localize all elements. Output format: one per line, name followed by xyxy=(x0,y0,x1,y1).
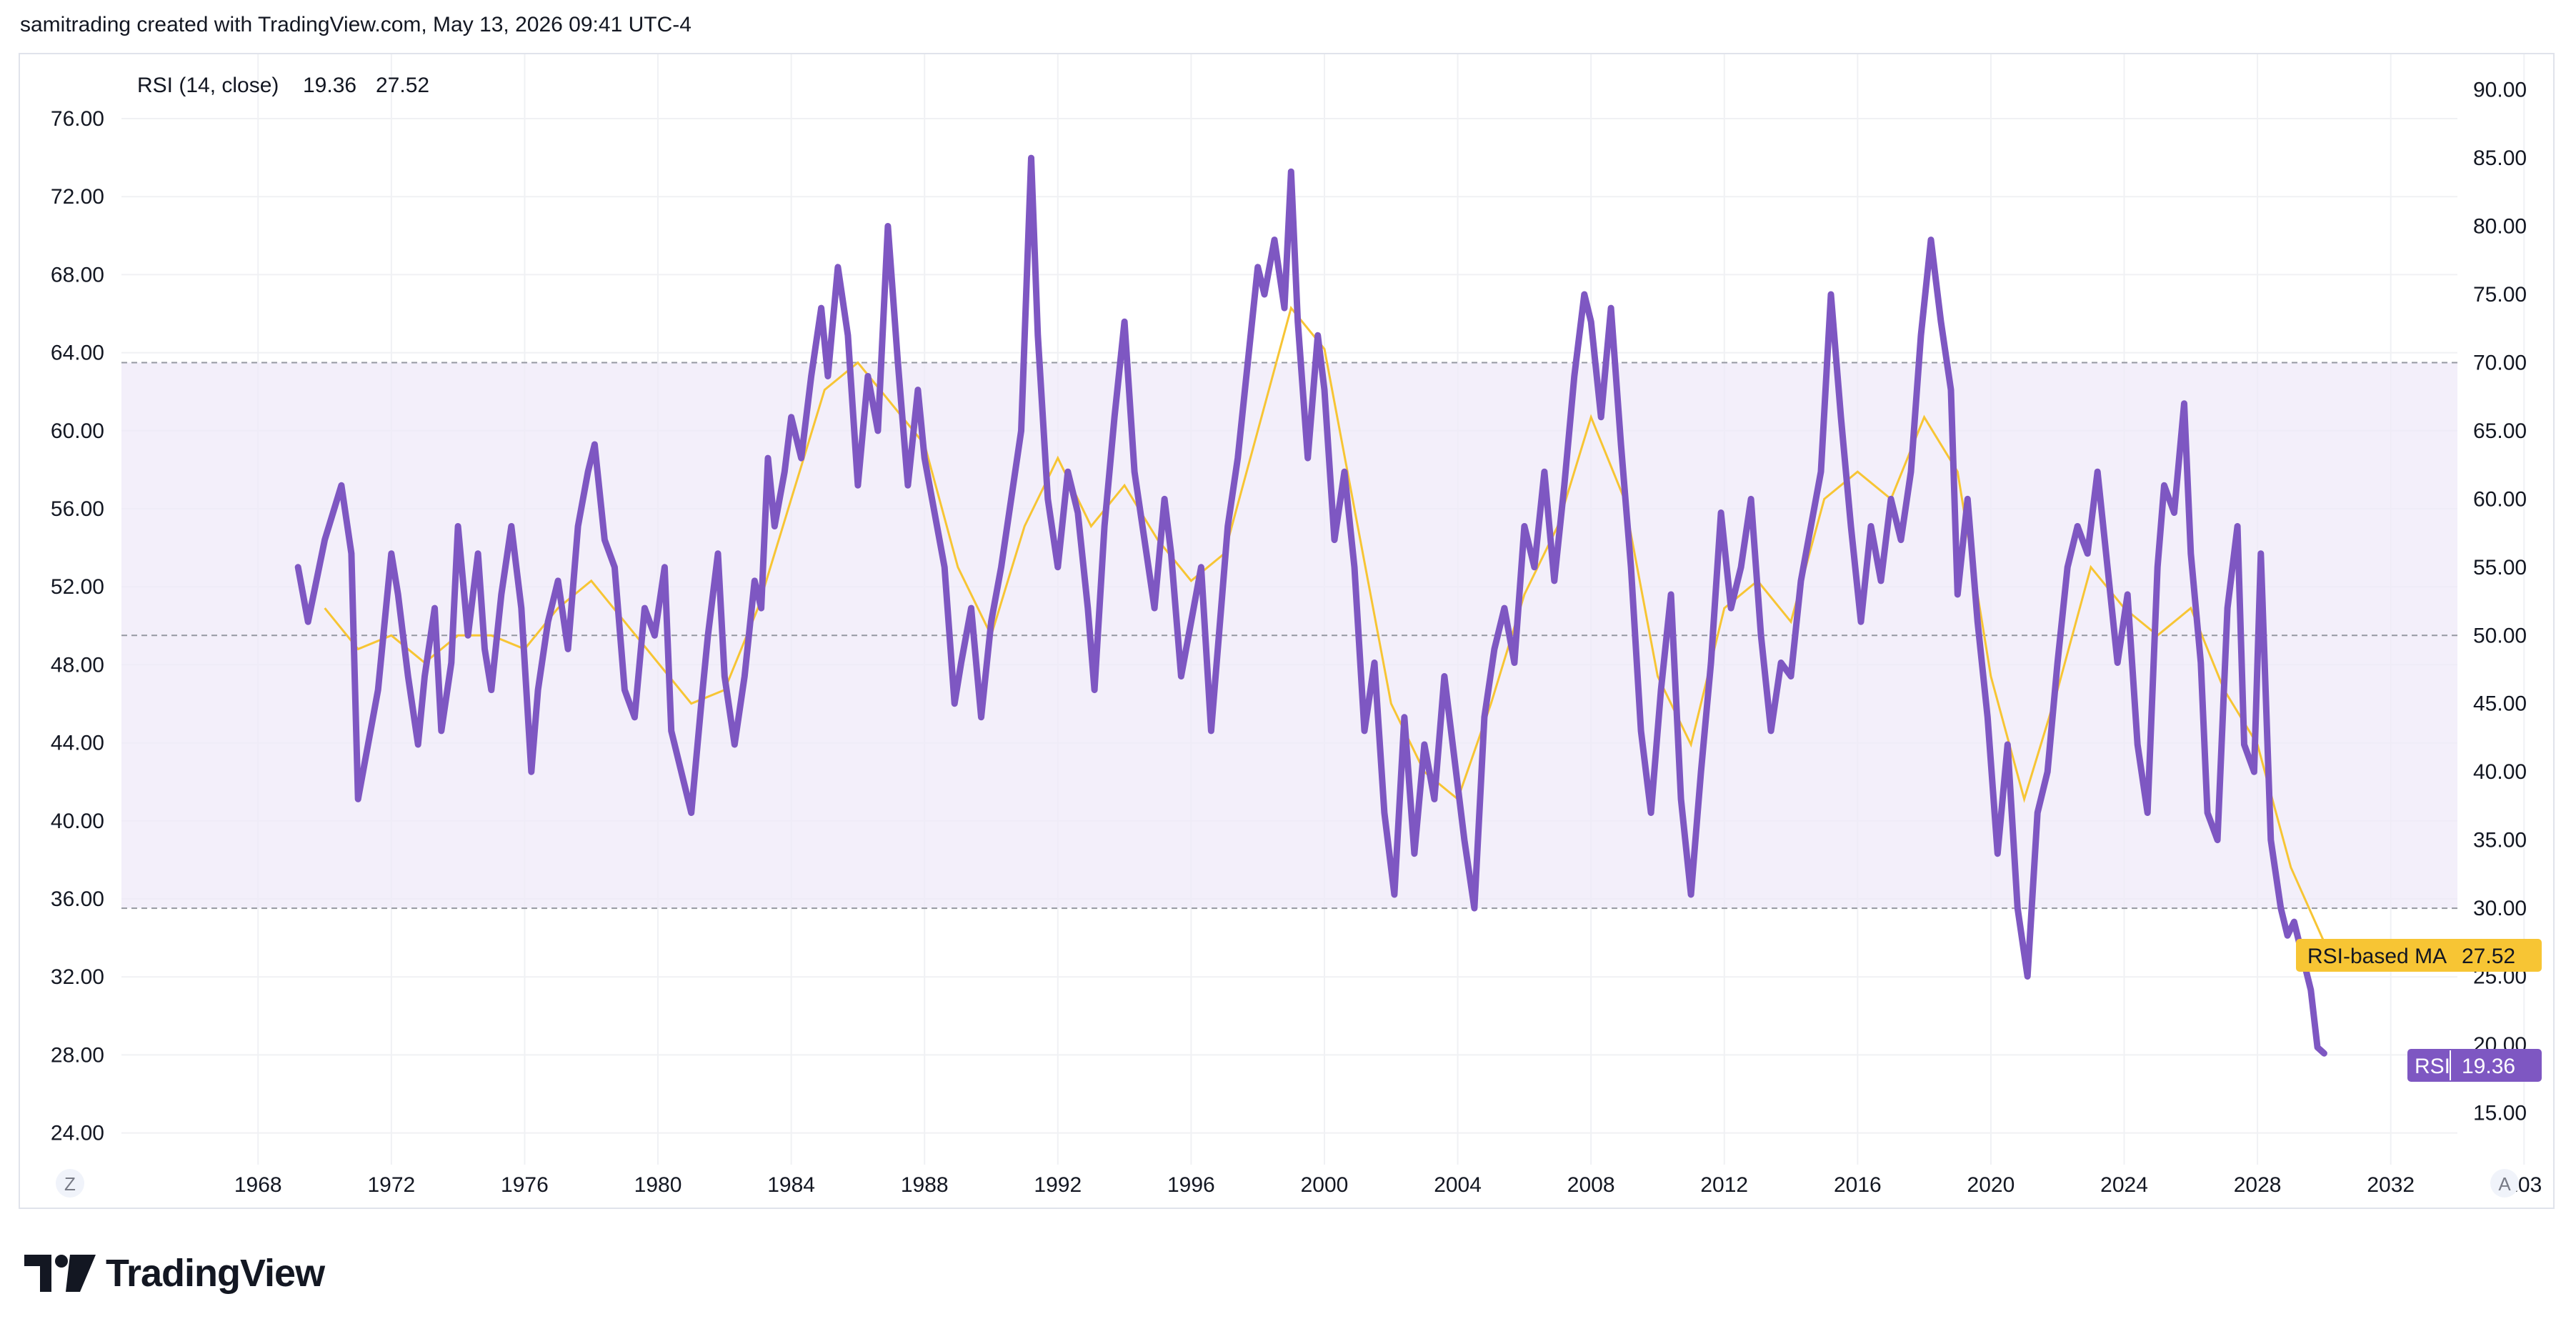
y-left-tick-label: 64.00 xyxy=(51,342,104,365)
y-left-tick-label: 48.00 xyxy=(51,653,104,677)
y-left-tick-label: 76.00 xyxy=(51,107,104,131)
series-line-rsi-ma xyxy=(324,305,2325,943)
tradingview-logo-icon xyxy=(24,1255,96,1292)
y-left-tick-label: 56.00 xyxy=(51,497,104,521)
x-tick-label: 2012 xyxy=(1700,1173,1748,1197)
z-icon: Z xyxy=(64,1173,76,1195)
left-price-axis[interactable]: 76.00 72.00 68.00 64.00 60.00 56.00 52.00 48.00… xyxy=(51,107,104,1145)
y-right-tick-label: 15.00 xyxy=(2473,1101,2527,1125)
tradingview-logo[interactable]: TradingView xyxy=(24,1252,325,1295)
y-right-tick-label: 80.00 xyxy=(2473,215,2527,239)
chart-panel[interactable] xyxy=(19,53,2555,1209)
y-right-tick-label: 55.00 xyxy=(2473,556,2527,579)
ma-price-tag: RSI-based MA 27.52 xyxy=(2296,939,2542,972)
x-tick-label: 2004 xyxy=(1434,1173,1482,1197)
x-tick-label: 2016 xyxy=(1834,1173,1882,1197)
x-tick-label: 2008 xyxy=(1567,1173,1615,1197)
y-left-tick-label: 28.00 xyxy=(51,1043,104,1067)
ma-tag-value: 27.52 xyxy=(2462,945,2515,968)
x-tick-label: 2028 xyxy=(2234,1173,2282,1197)
ma-tag-label: RSI-based MA xyxy=(2307,945,2447,968)
x-tick-label: 1972 xyxy=(367,1173,415,1197)
y-right-tick-label: 90.00 xyxy=(2473,79,2527,102)
y-left-tick-label: 68.00 xyxy=(51,263,104,287)
y-right-tick-label: 40.00 xyxy=(2473,760,2527,784)
y-right-tick-label: 45.00 xyxy=(2473,692,2527,716)
x-tick-label: 1984 xyxy=(767,1173,815,1197)
scale-mode-left-button[interactable]: Z xyxy=(56,1169,84,1198)
series-line-rsi xyxy=(294,154,2327,1057)
y-right-tick-label: 30.00 xyxy=(2473,897,2527,920)
y-left-tick-label: 44.00 xyxy=(51,732,104,755)
y-right-tick-label: 75.00 xyxy=(2473,283,2527,307)
rsi-tag-value: 19.36 xyxy=(2462,1055,2515,1078)
legend-ma-value: 27.52 xyxy=(376,74,429,97)
x-tick-label: 2024 xyxy=(2100,1173,2148,1197)
rsi-price-tag: RSI 19.36 xyxy=(2407,1049,2542,1082)
x-tick-label: 1976 xyxy=(501,1173,549,1197)
auto-scale-icon: A xyxy=(2498,1173,2511,1195)
chart-attribution: samitrading created with TradingView.com… xyxy=(20,13,692,36)
x-tick-label: 1992 xyxy=(1034,1173,1082,1197)
x-tick-label: 2000 xyxy=(1301,1173,1349,1197)
y-right-tick-label: 70.00 xyxy=(2473,351,2527,374)
y-left-tick-label: 24.00 xyxy=(51,1122,104,1145)
x-tick-label: 1996 xyxy=(1167,1173,1215,1197)
x-tick-label: 2020 xyxy=(1967,1173,2015,1197)
y-left-tick-label: 40.00 xyxy=(51,810,104,833)
tradingview-logo-text: TradingView xyxy=(106,1252,325,1295)
y-right-tick-label: 60.00 xyxy=(2473,487,2527,511)
y-right-tick-label: 35.00 xyxy=(2473,829,2527,852)
y-left-tick-label: 32.00 xyxy=(51,965,104,989)
legend-rsi-value: 19.36 xyxy=(303,74,356,97)
rsi-band-background xyxy=(121,362,2457,909)
y-left-tick-label: 52.00 xyxy=(51,575,104,599)
x-tick-label: 1980 xyxy=(634,1173,682,1197)
time-axis[interactable]: 1968 1972 1976 1980 1984 1988 1992 1996 2000 2004… xyxy=(234,1173,2542,1197)
legend-indicator-name[interactable]: RSI (14, close) xyxy=(137,74,279,97)
y-right-tick-label: 85.00 xyxy=(2473,146,2527,170)
auto-scale-button[interactable]: A xyxy=(2490,1169,2519,1198)
x-tick-label: 1968 xyxy=(234,1173,282,1197)
x-tick-label: 2032 xyxy=(2367,1173,2415,1197)
y-right-tick-label: 65.00 xyxy=(2473,419,2527,443)
y-left-tick-label: 60.00 xyxy=(51,419,104,443)
rsi-tag-label: RSI xyxy=(2415,1055,2450,1078)
y-left-tick-label: 36.00 xyxy=(51,887,104,911)
y-left-tick-label: 72.00 xyxy=(51,185,104,209)
x-tick-label: 1988 xyxy=(901,1173,949,1197)
y-right-tick-label: 50.00 xyxy=(2473,624,2527,647)
rsi-chart[interactable]: 76.00 72.00 68.00 64.00 60.00 56.00 52.00 48.00… xyxy=(0,0,2576,1215)
